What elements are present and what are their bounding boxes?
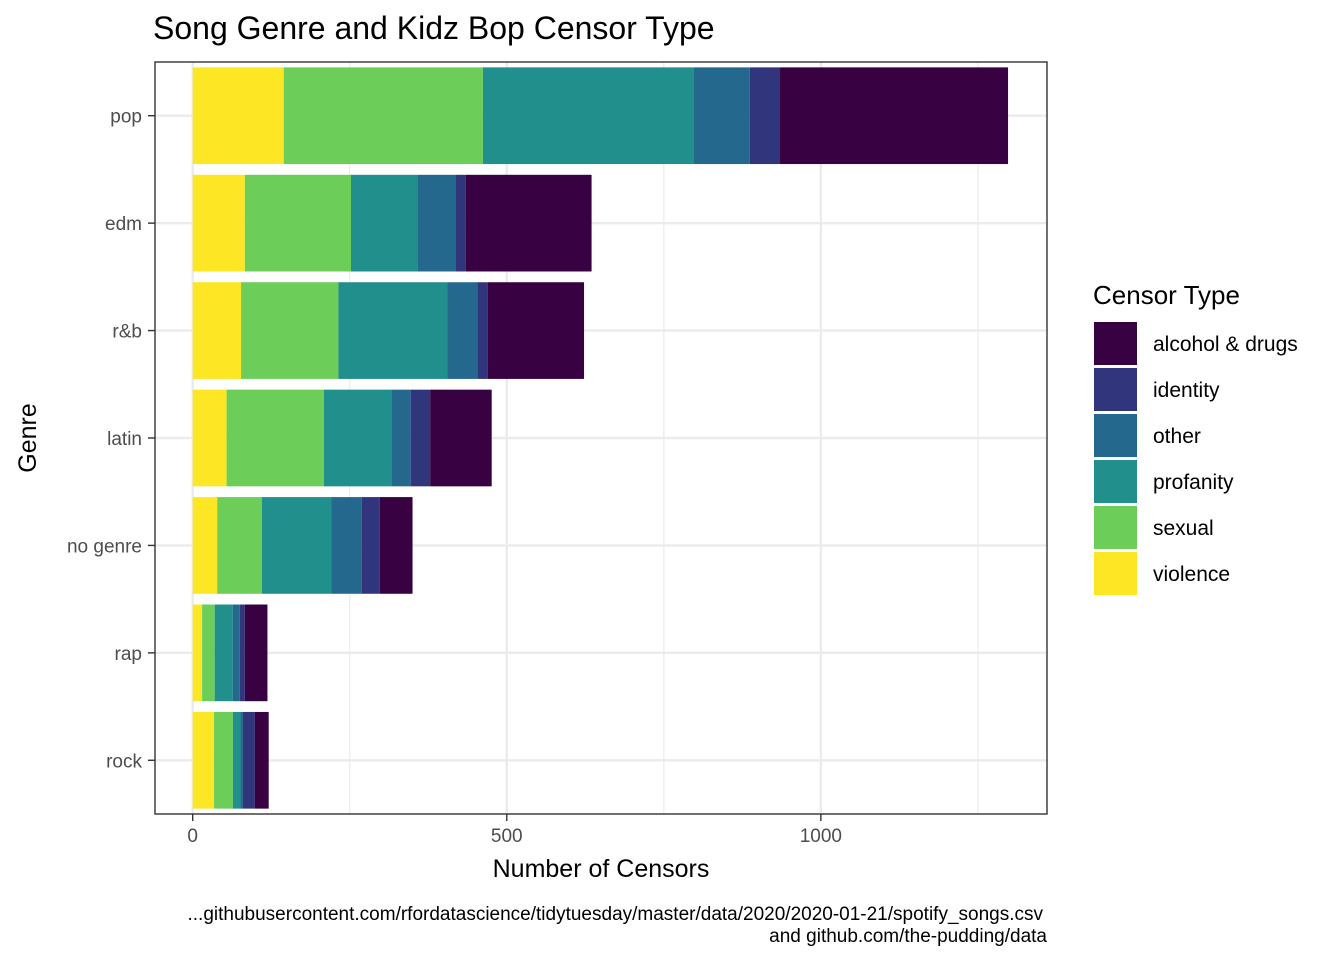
bar-sexual-edm	[244, 174, 351, 272]
bar-alcohol-drugs-r-b	[487, 282, 585, 379]
y-tick-label: pop	[110, 107, 142, 128]
bar-other-rap	[232, 604, 240, 702]
bar-identity-edm	[455, 174, 466, 272]
caption-line-2: and github.com/the-pudding/data	[769, 926, 1047, 947]
bar-other-no-genre	[331, 497, 362, 594]
bar-alcohol-drugs-latin	[430, 389, 492, 487]
bar-other-edm	[417, 174, 456, 272]
y-tick-label: edm	[105, 214, 142, 235]
legend-swatch	[1094, 506, 1137, 549]
y-axis-title: Genre	[14, 403, 42, 472]
bar-alcohol-drugs-no-genre	[379, 497, 413, 594]
bar-other-r-b	[447, 282, 478, 379]
bar-alcohol-drugs-rap	[244, 604, 268, 702]
bar-violence-latin	[192, 389, 227, 487]
bar-profanity-rap	[214, 604, 233, 702]
bar-violence-r-b	[192, 282, 242, 379]
legend: Censor Type alcohol & drugs identity other…	[1093, 280, 1298, 595]
x-tick-label: 1000	[800, 826, 842, 847]
legend-label: alcohol & drugs	[1153, 333, 1298, 356]
legend-label: violence	[1153, 563, 1230, 586]
bar-violence-rock	[192, 711, 215, 809]
bar-other-rock	[240, 711, 243, 809]
legend-items: alcohol & drugs identity other profanity sex…	[1094, 322, 1298, 595]
x-tick-label: 500	[491, 826, 523, 847]
y-tick-label: rap	[115, 644, 142, 665]
y-axis: pop edm r&b latin no genre rap rock	[67, 107, 155, 772]
bar-alcohol-drugs-pop	[780, 67, 1009, 165]
bar-profanity-edm	[350, 174, 418, 272]
y-tick-label: no genre	[67, 536, 142, 557]
bar-identity-rock	[242, 711, 255, 809]
y-tick-label: latin	[107, 429, 142, 450]
bar-identity-r-b	[477, 282, 488, 379]
caption: ...githubusercontent.com/rfordatascience…	[188, 904, 1048, 947]
bar-profanity-pop	[482, 67, 694, 165]
chart-title: Song Genre and Kidz Bop Censor Type	[153, 10, 715, 46]
bar-profanity-no-genre	[261, 497, 332, 594]
x-axis: 0 500 1000	[187, 814, 842, 847]
x-axis-title: Number of Censors	[493, 855, 710, 883]
legend-label: identity	[1153, 379, 1220, 402]
bar-violence-rap	[192, 604, 203, 702]
y-tick-label: r&b	[112, 322, 142, 343]
bar-sexual-no-genre	[217, 497, 262, 594]
bar-identity-rap	[239, 604, 245, 702]
legend-label: sexual	[1153, 517, 1214, 540]
x-tick-label: 0	[187, 826, 198, 847]
caption-line-1: ...githubusercontent.com/rfordatascience…	[188, 904, 1044, 925]
legend-title: Censor Type	[1093, 280, 1240, 310]
bar-identity-pop	[749, 67, 781, 165]
legend-swatch	[1094, 322, 1137, 365]
bar-profanity-rock	[232, 711, 241, 809]
bar-profanity-r-b	[338, 282, 448, 379]
bars	[192, 67, 1009, 809]
bar-violence-edm	[192, 174, 245, 272]
bar-violence-pop	[192, 67, 284, 165]
bar-other-latin	[391, 389, 411, 487]
bar-other-pop	[693, 67, 750, 165]
bar-sexual-rap	[202, 604, 215, 702]
legend-swatch	[1094, 460, 1137, 503]
bar-profanity-latin	[323, 389, 392, 487]
bar-sexual-pop	[283, 67, 483, 165]
bar-alcohol-drugs-edm	[465, 174, 592, 272]
plot-panel	[154, 61, 1048, 815]
legend-label: other	[1153, 425, 1201, 448]
bar-identity-no-genre	[361, 497, 380, 594]
bar-identity-latin	[410, 389, 431, 487]
legend-swatch	[1094, 414, 1137, 457]
bar-alcohol-drugs-rock	[254, 711, 269, 809]
legend-swatch	[1094, 552, 1137, 595]
bar-sexual-rock	[214, 711, 233, 809]
legend-label: profanity	[1153, 471, 1234, 494]
legend-swatch	[1094, 368, 1137, 411]
bar-violence-no-genre	[192, 497, 218, 594]
bar-sexual-latin	[226, 389, 324, 487]
bar-sexual-r-b	[241, 282, 339, 379]
y-tick-label: rock	[106, 751, 142, 772]
